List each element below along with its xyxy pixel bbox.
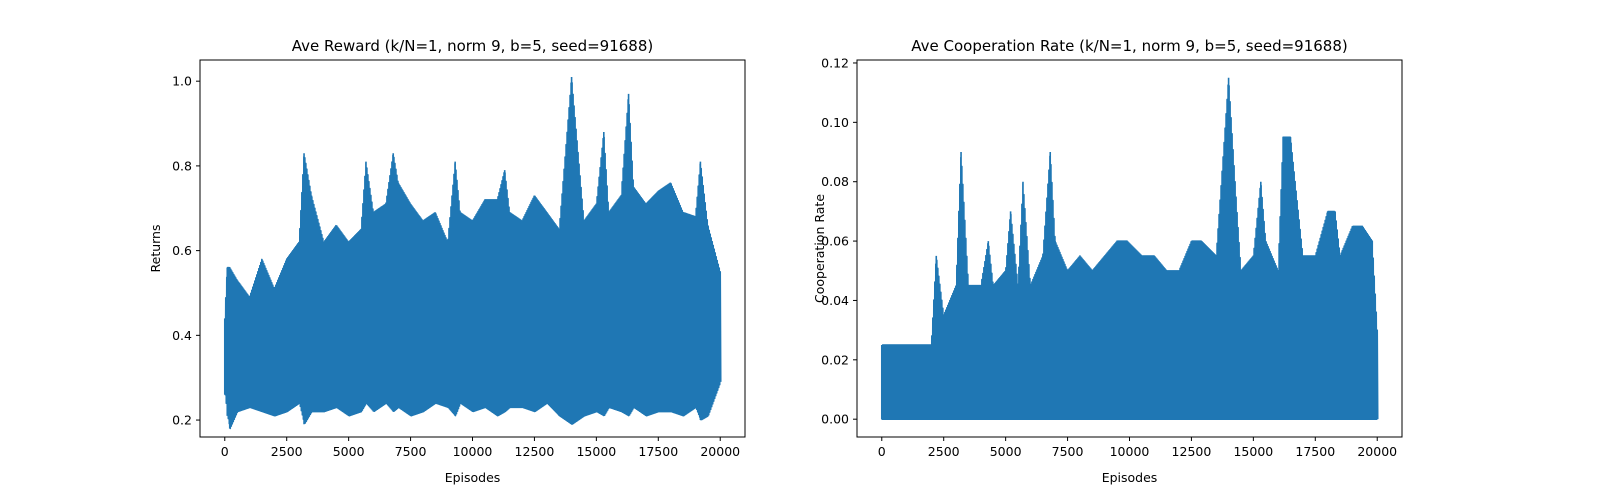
cooperation-y-tick-label: 0.06 — [821, 234, 849, 249]
reward-x-tick-label: 7500 — [395, 444, 427, 459]
cooperation-x-tick-label: 0 — [878, 444, 886, 459]
reward-x-tick-label: 10000 — [453, 444, 493, 459]
reward-plot: Ave Reward (k/N=1, norm 9, b=5, seed=916… — [148, 37, 746, 485]
cooperation-x-tick-label: 5000 — [990, 444, 1022, 459]
cooperation-x-axis: 0 2500 5000 7500 10000 12500 15000 17500 20000 — [878, 437, 1397, 459]
cooperation-y-tick-label: 0.10 — [821, 115, 849, 130]
cooperation-y-axis-label: Cooperation Rate — [812, 194, 827, 303]
cooperation-x-tick-label: 12500 — [1172, 444, 1212, 459]
cooperation-x-tick-label: 7500 — [1052, 444, 1084, 459]
reward-series-line-0 — [223, 76, 722, 430]
reward-x-tick-label: 5000 — [333, 444, 365, 459]
cooperation-x-tick-label: 17500 — [1295, 444, 1335, 459]
cooperation-y-tick-label: 0.08 — [821, 174, 849, 189]
reward-plot-area — [223, 76, 722, 430]
cooperation-y-tick-label: 0.02 — [821, 352, 849, 367]
reward-y-tick-label: 0.6 — [172, 243, 192, 258]
cooperation-y-tick-label: 0.12 — [821, 55, 849, 70]
cooperation-plot-title: Ave Cooperation Rate (k/N=1, norm 9, b=5… — [911, 37, 1347, 55]
reward-x-tick-label: 17500 — [638, 444, 678, 459]
cooperation-x-axis-label: Episodes — [1102, 470, 1158, 485]
reward-x-tick-label: 15000 — [576, 444, 616, 459]
reward-x-axis-label: Episodes — [445, 470, 501, 485]
reward-x-axis: 0 2500 5000 7500 10000 12500 15000 17500 20000 — [221, 437, 740, 459]
cooperation-x-tick-label: 2500 — [928, 444, 960, 459]
reward-x-tick-label: 0 — [221, 444, 229, 459]
reward-y-tick-label: 0.8 — [172, 158, 192, 173]
reward-y-tick-label: 1.0 — [172, 74, 192, 89]
reward-x-tick-label: 12500 — [515, 444, 555, 459]
reward-y-tick-label: 0.2 — [172, 413, 192, 428]
reward-y-axis-label: Returns — [148, 225, 163, 273]
reward-y-tick-label: 0.4 — [172, 328, 192, 343]
cooperation-series-line-0 — [880, 77, 1379, 420]
cooperation-x-tick-label: 10000 — [1110, 444, 1150, 459]
reward-plot-title: Ave Reward (k/N=1, norm 9, b=5, seed=916… — [292, 37, 654, 55]
cooperation-plot: Ave Cooperation Rate (k/N=1, norm 9, b=5… — [812, 37, 1403, 485]
reward-x-tick-label: 2500 — [271, 444, 303, 459]
cooperation-plot-area — [880, 77, 1379, 420]
reward-x-tick-label: 20000 — [700, 444, 740, 459]
cooperation-x-tick-label: 20000 — [1357, 444, 1397, 459]
cooperation-x-tick-label: 15000 — [1233, 444, 1273, 459]
cooperation-y-axis: 0.00 0.02 0.04 0.06 0.08 0.10 0.12 — [821, 55, 857, 427]
cooperation-y-tick-label: 0.04 — [821, 293, 849, 308]
cooperation-y-tick-label: 0.00 — [821, 412, 849, 427]
reward-y-axis: 0.2 0.4 0.6 0.8 1.0 — [172, 74, 200, 428]
